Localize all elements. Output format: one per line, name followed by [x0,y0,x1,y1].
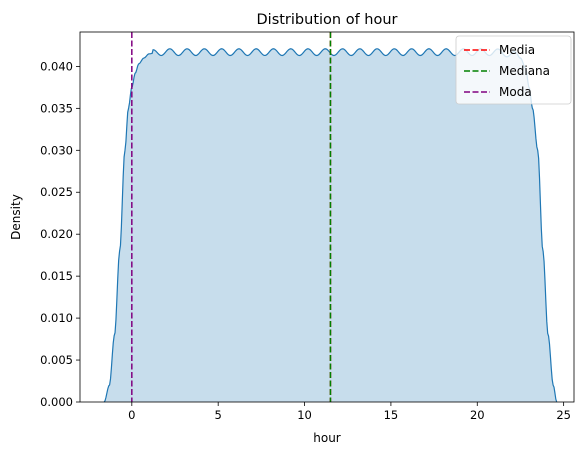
y-tick-label: 0.015 [40,269,73,283]
y-tick-label: 0.035 [40,101,73,115]
y-tick-label: 0.000 [40,395,73,409]
x-tick-label: 10 [297,408,312,422]
legend-box [455,35,572,105]
x-tick-label: 0 [128,408,135,422]
y-tick-label: 0.010 [40,311,73,325]
density-area [104,48,557,402]
legend-label-moda: Moda [499,85,532,99]
x-axis-label: hour [313,431,341,445]
legend: Media Mediana Moda [455,35,572,105]
axes: 0 5 10 15 20 25 0.000 0.005 0.010 0.015 0.020 0.025… [40,31,575,422]
y-tick-label: 0.040 [40,59,73,73]
x-tick-label: 25 [556,408,571,422]
x-tick-label: 20 [470,408,485,422]
y-tick-label: 0.025 [40,185,73,199]
x-tick-label: 15 [384,408,399,422]
y-tick-label: 0.005 [40,353,73,367]
legend-label-mediana: Mediana [499,64,550,78]
legend-label-media: Media [499,43,535,57]
y-tick-label: 0.020 [40,227,73,241]
x-tick-label: 5 [215,408,222,422]
y-tick-label: 0.030 [40,143,73,157]
plot-frame [79,31,575,403]
y-axis-label: Density [9,194,23,240]
chart-title: Distribution of hour [257,12,398,28]
